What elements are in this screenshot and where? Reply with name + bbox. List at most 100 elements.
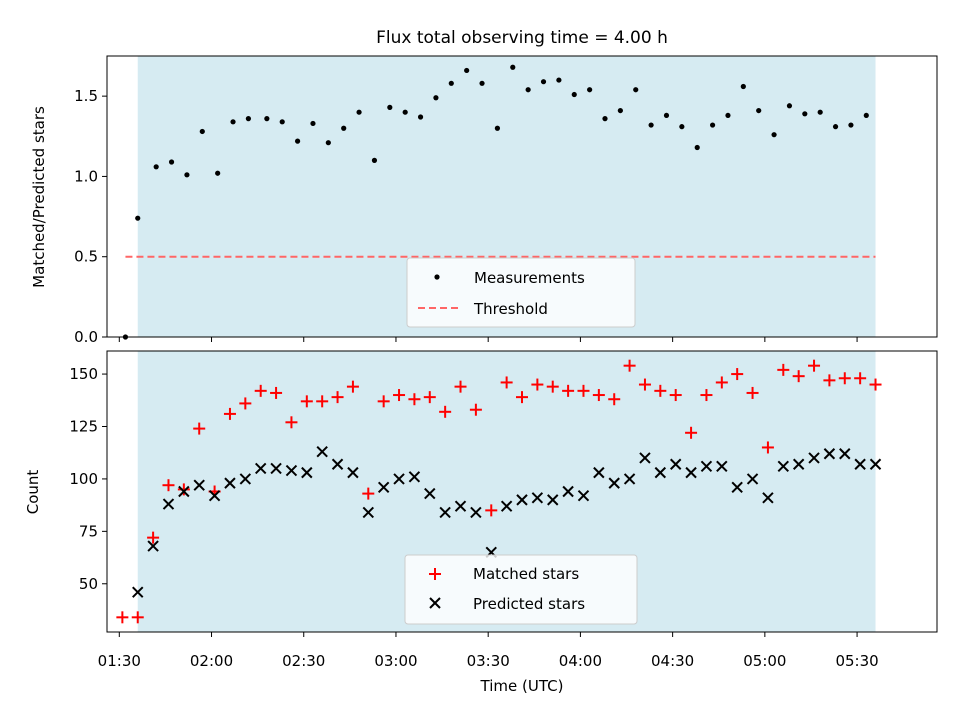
- predicted-x-b: [577, 489, 590, 502]
- predicted-star-point: [823, 448, 836, 460]
- matched-star-point: [700, 389, 713, 402]
- x-tick-label: 01:30: [98, 652, 141, 670]
- matched-star-point: [331, 391, 344, 404]
- measurement-point: [417, 114, 424, 120]
- matched-star-point: [131, 611, 144, 624]
- predicted-x-b: [669, 458, 682, 470]
- measurement-point: [230, 119, 236, 125]
- matched-star-point: [362, 487, 375, 500]
- legend-predicted-label: Predicted stars: [473, 595, 585, 613]
- predicted-x-b: [562, 485, 574, 498]
- matched-star-point: [177, 483, 190, 496]
- measurement-point: [802, 111, 808, 117]
- top-ytick-label: 0.5: [74, 248, 98, 266]
- predicted-x-b: [162, 498, 175, 510]
- matched-star-point: [715, 376, 728, 389]
- predicted-x-b: [500, 500, 513, 512]
- predicted-star-point: [777, 460, 790, 473]
- predicted-star-point: [854, 458, 866, 470]
- x-tick-label: 02:00: [190, 652, 233, 670]
- predicted-x-b: [777, 460, 790, 473]
- measurement-point: [310, 120, 316, 127]
- predicted-x-b: [454, 500, 467, 512]
- matched-star-point: [162, 479, 175, 492]
- legend-threshold-label: Threshold: [473, 300, 548, 318]
- predicted-x-b: [377, 481, 390, 494]
- x-tick-label: 05:00: [743, 652, 786, 670]
- predicted-star-point: [254, 462, 267, 475]
- matched-star-point: [761, 441, 774, 454]
- predicted-star-point: [132, 586, 144, 598]
- matched-star-point: [685, 426, 698, 439]
- predicted-star-point: [531, 492, 544, 504]
- predicted-star-point: [639, 452, 651, 464]
- matched-star-point: [439, 405, 452, 418]
- predicted-star-point: [608, 477, 620, 489]
- predicted-x-b: [823, 448, 836, 460]
- top-ytick-label: 0.0: [74, 328, 98, 346]
- predicted-star-point: [839, 448, 851, 460]
- predicted-x-b: [254, 462, 267, 475]
- legend-matched-marker: [429, 568, 441, 580]
- top-plot-frame: [106, 55, 938, 338]
- predicted-x-b: [854, 458, 866, 470]
- matched-star-point: [300, 395, 313, 408]
- predicted-star-point: [577, 489, 590, 502]
- predicted-x-b: [731, 481, 743, 494]
- x-tick-label: 04:30: [651, 652, 694, 670]
- top-ytick-label: 1.5: [74, 87, 98, 105]
- matched-star-point: [808, 359, 821, 372]
- top-marks: [122, 64, 876, 340]
- legend-measurements-label: Measurements: [474, 269, 585, 287]
- measurement-point: [633, 87, 639, 93]
- matched-star-point: [223, 407, 236, 420]
- measurement-point: [756, 107, 762, 114]
- predicted-star-point: [178, 485, 190, 498]
- legend-matched-label: Matched stars: [473, 565, 579, 583]
- x-tick-label: 03:30: [467, 652, 510, 670]
- bottom-ytick-label: 150: [69, 365, 98, 383]
- measurement-point: [556, 77, 562, 83]
- matched-star-point: [669, 389, 682, 402]
- predicted-star-point: [685, 466, 697, 479]
- predicted-x-b: [716, 460, 728, 473]
- predicted-star-point: [700, 460, 713, 473]
- matched-star-point: [485, 504, 498, 517]
- matched-star-point: [746, 386, 759, 399]
- measurement-point: [294, 138, 301, 144]
- measurement-point: [571, 91, 577, 98]
- predicted-x-b: [547, 494, 559, 506]
- predicted-x-b: [808, 452, 820, 464]
- measurement-point: [135, 215, 141, 221]
- predicted-x-b: [839, 448, 851, 460]
- chart-title: Flux total observing time = 4.00 h: [376, 28, 668, 48]
- predicted-star-point: [208, 489, 221, 502]
- predicted-star-point: [593, 466, 605, 479]
- measurement-point: [494, 125, 501, 131]
- matched-star-point: [454, 380, 467, 393]
- measurement-point: [325, 140, 331, 146]
- measurement-point: [540, 79, 547, 85]
- measurement-point: [602, 116, 608, 122]
- predicted-x-b: [685, 466, 697, 479]
- matched-star-point: [546, 380, 559, 393]
- predicted-x-b: [470, 506, 482, 519]
- measurement-point: [771, 132, 777, 138]
- measurement-point: [863, 112, 869, 119]
- matched-star-point: [638, 378, 651, 391]
- measurement-point: [402, 109, 408, 115]
- bottom-legend-box: [404, 554, 638, 625]
- predicted-star-point: [377, 481, 390, 494]
- measurement-point: [356, 109, 362, 115]
- matched-star-point: [147, 531, 160, 544]
- measurement-point: [341, 125, 347, 131]
- predicted-x-b: [239, 473, 252, 485]
- measurement-point: [199, 128, 205, 135]
- predicted-x-b: [393, 473, 405, 485]
- matched-star-point: [423, 391, 436, 404]
- matched-star-point: [654, 384, 667, 397]
- predicted-star-point: [669, 458, 682, 470]
- predicted-star-point: [193, 479, 205, 491]
- top-x-tick-marks: [118, 337, 858, 342]
